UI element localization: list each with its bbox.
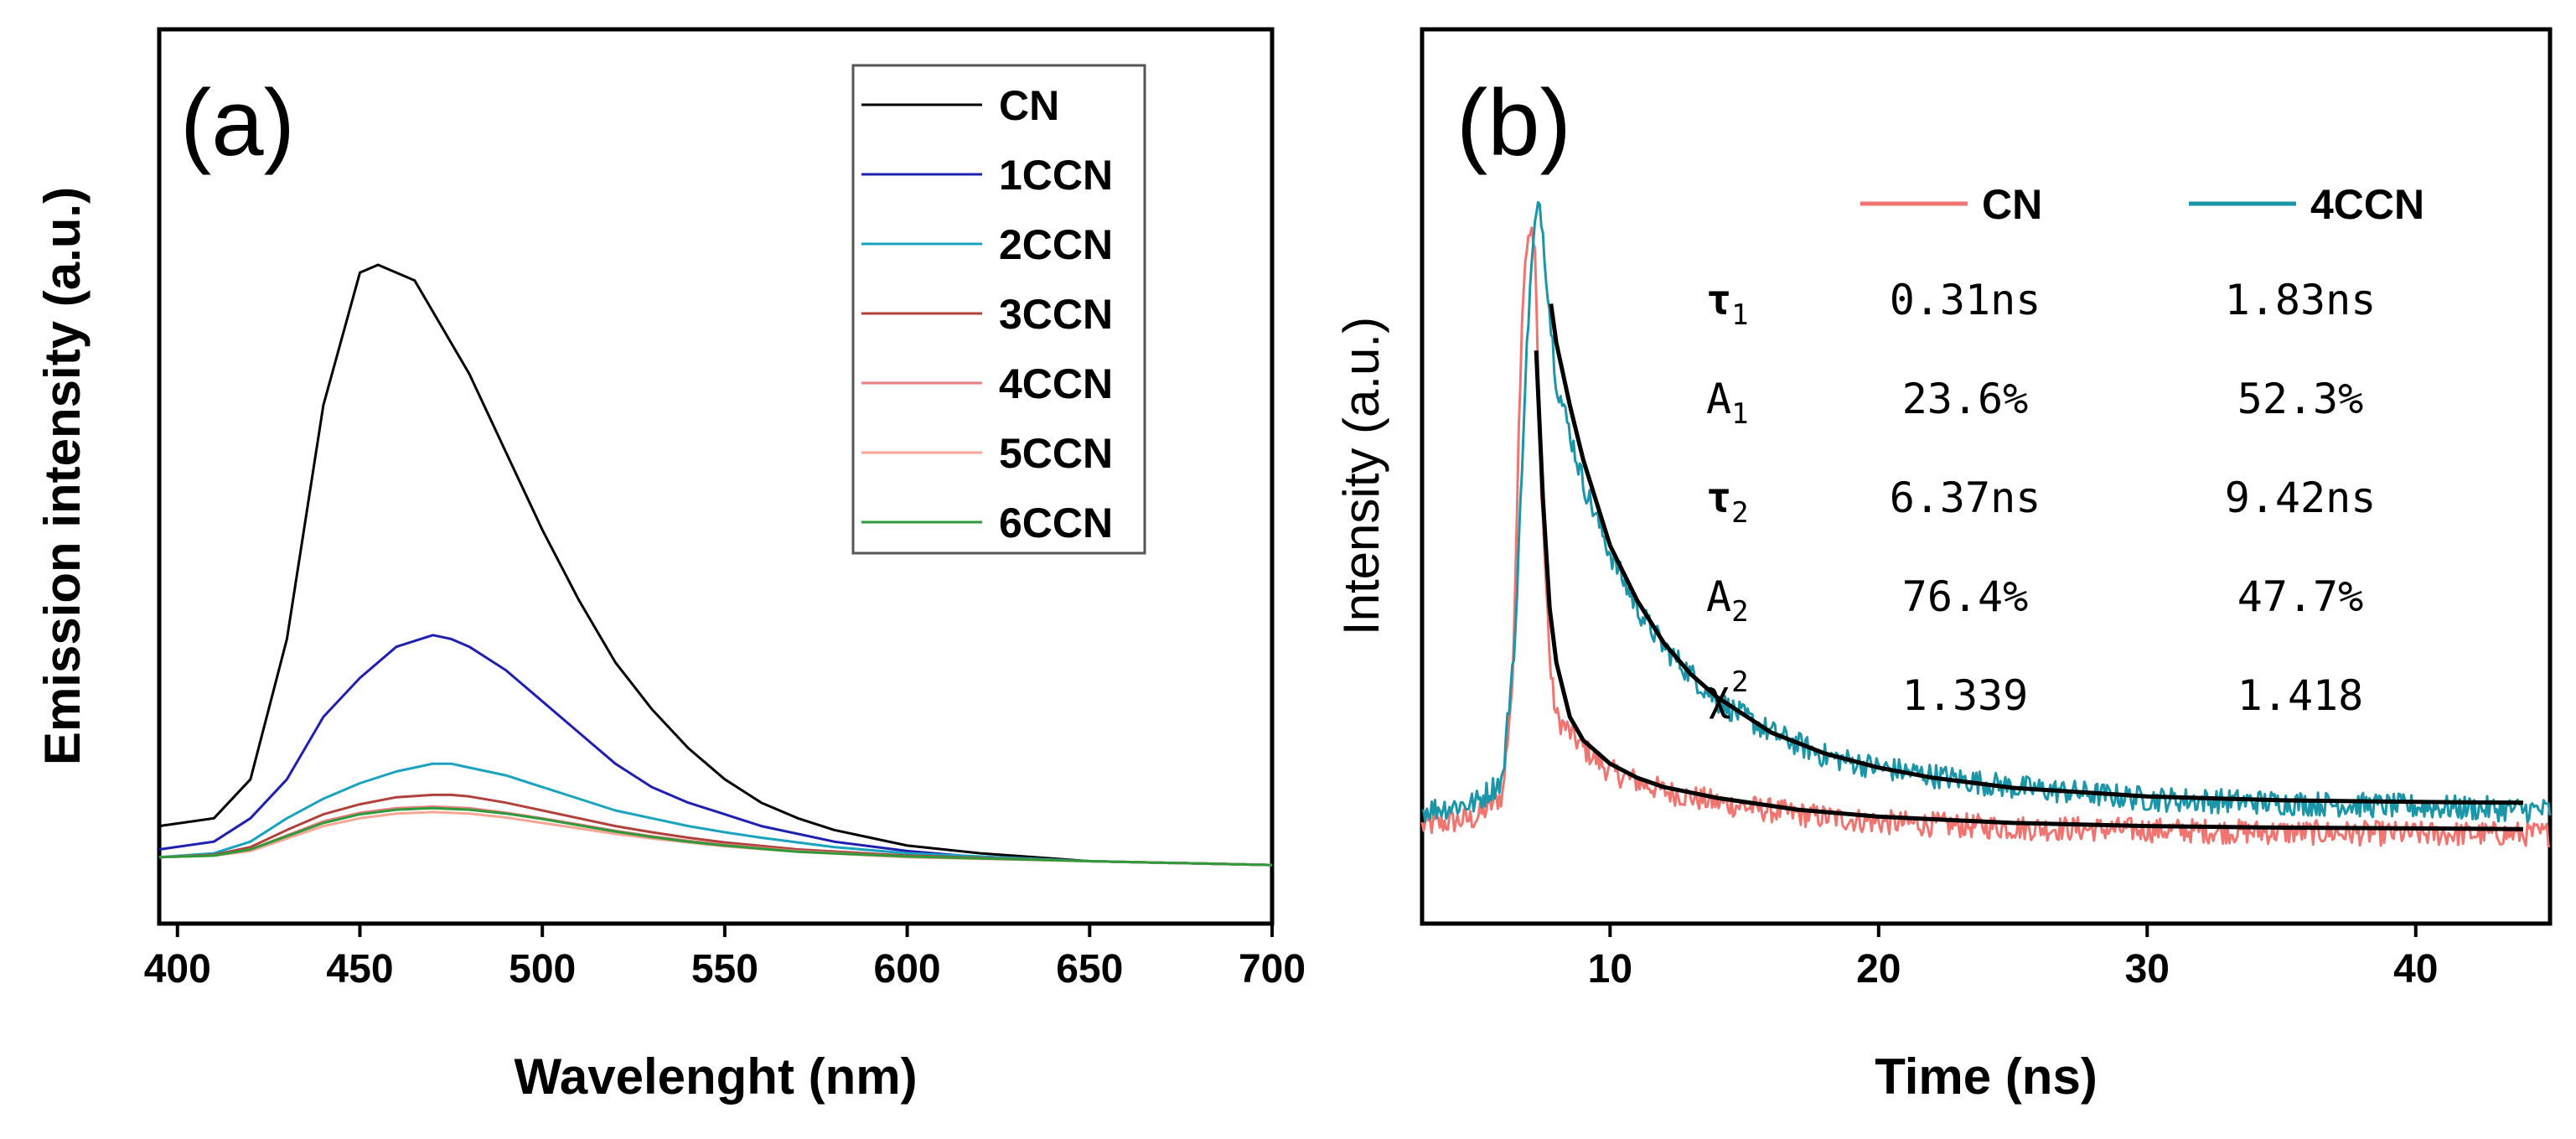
series-line-4ccn-fit <box>1549 303 2524 805</box>
x-tick-label: 40 <box>2393 947 2438 991</box>
fit-param-label: A2 <box>1706 572 1749 629</box>
fit-value-cn: 1.339 <box>1902 671 2029 720</box>
panel-b-frame <box>1420 27 2553 926</box>
fit-param-label: τ2 <box>1706 474 1749 530</box>
x-tick-label: 650 <box>1056 947 1123 991</box>
fit-value-cn: 76.4% <box>1902 572 2029 621</box>
panel-a-label: (a) <box>180 70 295 175</box>
panel-a-series-group <box>158 263 1273 867</box>
panel-b-x-axis-title: Time (ns) <box>1875 1048 2098 1105</box>
series-line-6ccn <box>158 806 1273 867</box>
fit-value-4ccn: 1.83ns <box>2225 276 2377 324</box>
legend-label-1ccn: 1CCN <box>999 152 1113 199</box>
fit-value-4ccn: 47.7% <box>2237 572 2364 621</box>
fit-value-4ccn: 9.42ns <box>2225 474 2377 522</box>
panel-a-legend-box <box>851 64 1146 555</box>
panel-b-label: (b) <box>1456 70 1571 175</box>
legend-label-6ccn: 6CCN <box>999 500 1113 546</box>
series-line-4ccn <box>158 805 1273 867</box>
x-tick-label: 450 <box>326 947 393 991</box>
x-tick-label: 10 <box>1588 947 1632 991</box>
panel-b-legend: CN 4CCN <box>1860 181 2424 228</box>
series-line-3ccn <box>158 793 1273 867</box>
panel-a-x-axis-title: Wavelenght (nm) <box>514 1048 917 1105</box>
series-line-cn <box>158 263 1273 867</box>
panel-b: 10 20 30 40 (b) Time (ns) Intensity (a.u.) … <box>1333 27 2553 1105</box>
fit-value-4ccn: 1.418 <box>2237 671 2364 720</box>
panel-b-series-group <box>1420 200 2552 848</box>
x-tick-label: 500 <box>509 947 576 991</box>
panel-a-legend: CN 1CCN 2CCN 3CCN 4CCN 5CCN 6CCN <box>851 64 1146 555</box>
series-line-2ccn <box>158 762 1273 867</box>
panel-b-x-ticks: 10 20 30 40 <box>1588 924 2438 991</box>
legend-label-2ccn: 2CCN <box>999 221 1113 268</box>
legend-label-3ccn: 3CCN <box>999 291 1113 338</box>
fit-value-cn: 23.6% <box>1902 375 2029 423</box>
x-tick-label: 20 <box>1856 947 1901 991</box>
x-tick-label: 700 <box>1239 947 1306 991</box>
x-tick-label: 400 <box>144 947 211 991</box>
legend-label-cn: CN <box>999 82 1059 129</box>
fit-param-label: τ1 <box>1706 276 1749 332</box>
panel-a-frame <box>157 27 1275 926</box>
panel-a-y-axis-title: Emission intensity (a.u.) <box>34 187 91 765</box>
fit-value-cn: 6.37ns <box>1890 474 2041 522</box>
fit-param-label: A1 <box>1706 375 1749 431</box>
panel-b-y-axis-title: Intensity (a.u.) <box>1333 317 1389 635</box>
x-tick-label: 550 <box>691 947 758 991</box>
panel-a-x-ticks: 400 450 500 550 600 650 700 <box>144 924 1306 991</box>
fit-value-cn: 0.31ns <box>1890 276 2041 324</box>
fit-value-4ccn: 52.3% <box>2237 375 2364 423</box>
x-tick-label: 600 <box>874 947 941 991</box>
fit-parameters-table: τ1 0.31ns 1.83ns A1 23.6% 52.3% τ2 6.37ns 9.42ns… <box>1706 276 2376 720</box>
legend-label-5ccn: 5CCN <box>999 430 1113 477</box>
x-tick-label: 30 <box>2125 947 2170 991</box>
legend-label-cn: CN <box>1982 181 2042 228</box>
legend-label-4ccn: 4CCN <box>999 360 1113 407</box>
legend-label-4ccn: 4CCN <box>2310 181 2424 228</box>
fit-param-label: χ2 <box>1706 665 1749 720</box>
series-line-cn-fit <box>1534 350 2524 831</box>
panel-a: 400 450 500 550 600 650 700 (a) Wavelenght (nm… <box>34 27 1306 1105</box>
series-line-1ccn <box>158 634 1273 867</box>
